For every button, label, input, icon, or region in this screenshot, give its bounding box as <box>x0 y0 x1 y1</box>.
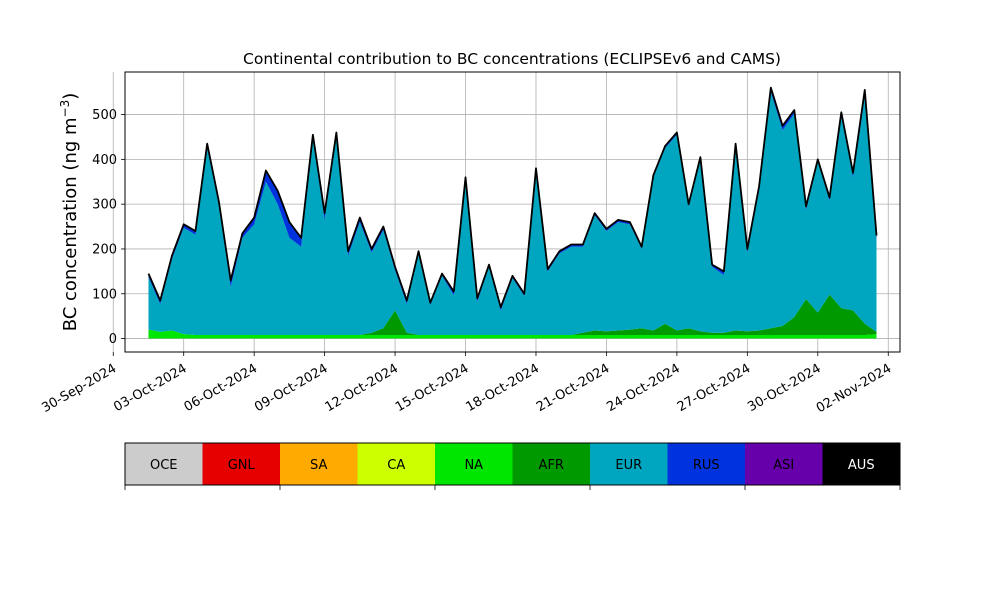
x-tick-label: 06-Oct-2024 <box>182 361 260 415</box>
x-tick-label: 21-Oct-2024 <box>534 361 612 415</box>
area-afr <box>148 294 877 335</box>
legend-swatch-na <box>435 443 513 485</box>
x-tick-label: 30-Oct-2024 <box>745 361 823 415</box>
legend-label-oce: OCE <box>150 458 178 473</box>
legend-swatch-aus <box>822 443 900 485</box>
y-axis-label: BC concentration (ng m−3) <box>58 93 81 332</box>
legend-label-na: NA <box>464 458 483 473</box>
x-tick-label: 24-Oct-2024 <box>604 361 682 415</box>
legend-swatch-asi <box>745 443 823 485</box>
y-tick-label: 400 <box>92 153 117 168</box>
legend-label-ca: CA <box>387 458 405 473</box>
x-tick-label: 02-Nov-2024 <box>814 361 894 416</box>
y-axis-label-main: BC concentration (ng m <box>60 117 81 331</box>
y-tick-label: 500 <box>92 108 117 123</box>
x-tick-label: 18-Oct-2024 <box>463 361 541 415</box>
y-axis-label-close: ) <box>60 93 81 100</box>
legend-swatch-eur <box>590 443 668 485</box>
legend-swatch-rus <box>667 443 745 485</box>
x-tick-label: 30-Sep-2024 <box>39 361 119 416</box>
y-axis-label-exponent: −3 <box>58 100 72 118</box>
legend-label-aus: AUS <box>848 458 875 473</box>
x-tick-label: 12-Oct-2024 <box>323 361 401 415</box>
chart-title: Continental contribution to BC concentra… <box>243 50 781 68</box>
legend-colorbar: OCE GNL SA CA NA AFR EUR RUS ASI AUS <box>124 442 901 490</box>
legend-swatch-ca <box>357 443 435 485</box>
x-tick-label: 15-Oct-2024 <box>393 361 471 415</box>
stacked-areas <box>147 86 878 339</box>
legend-label-gnl: GNL <box>228 458 256 473</box>
axes <box>112 71 901 356</box>
x-tick-label: 09-Oct-2024 <box>252 361 330 415</box>
y-tick-label: 200 <box>92 242 117 257</box>
legend-swatch-oce <box>125 443 203 485</box>
legend-label-eur: EUR <box>615 458 642 473</box>
legend-label-afr: AFR <box>539 458 564 473</box>
legend-frame <box>124 442 901 486</box>
y-tick-label: 300 <box>92 198 117 213</box>
legend-swatch-gnl <box>202 443 280 485</box>
legend-label-sa: SA <box>310 458 327 473</box>
legend-label-asi: ASI <box>773 458 794 473</box>
legend-swatch-sa <box>280 443 358 485</box>
x-tick-label: 03-Oct-2024 <box>111 361 189 415</box>
area-aus-outline <box>147 86 878 309</box>
plot-frame <box>124 71 901 353</box>
area-eur <box>148 92 877 335</box>
area-na <box>148 329 877 339</box>
legend-swatch-afr <box>512 443 590 485</box>
y-tick-label: 100 <box>92 287 117 302</box>
legend-label-rus: RUS <box>693 458 720 473</box>
y-tick-label: 0 <box>109 332 117 347</box>
x-tick-label: 27-Oct-2024 <box>675 361 753 415</box>
